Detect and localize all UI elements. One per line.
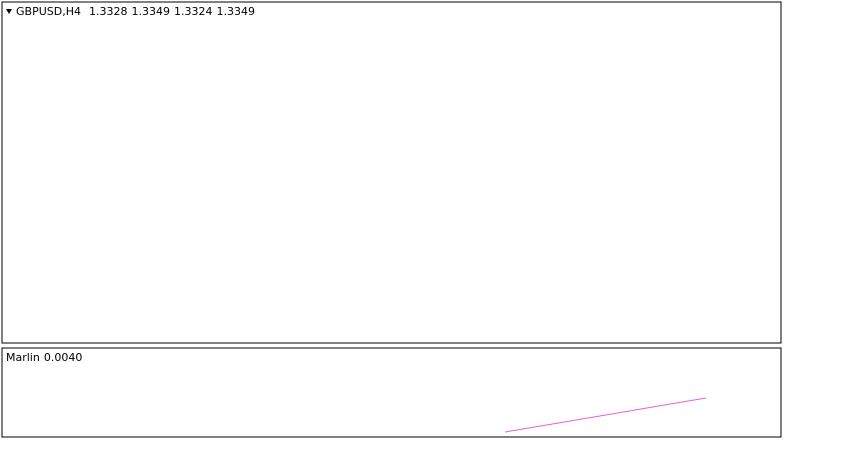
header-high: 1.3349 — [131, 5, 170, 18]
price-pane — [1, 1, 782, 344]
header: GBPUSD,H4 1.3328 1.3349 1.3324 1.3349 — [16, 5, 255, 18]
oscillator-value: 0.0040 — [44, 351, 83, 364]
header-low: 1.3324 — [174, 5, 213, 18]
symbol: GBPUSD,H4 — [16, 5, 81, 18]
oscillator-title: Marlin 0.0040 — [6, 351, 82, 364]
oscillator-name: Marlin — [6, 351, 40, 364]
header-open: 1.3328 — [89, 5, 128, 18]
menu-triangle — [6, 9, 12, 14]
header-close: 1.3349 — [216, 5, 255, 18]
oscillator-pane — [1, 347, 782, 438]
trend-line — [504, 397, 707, 433]
